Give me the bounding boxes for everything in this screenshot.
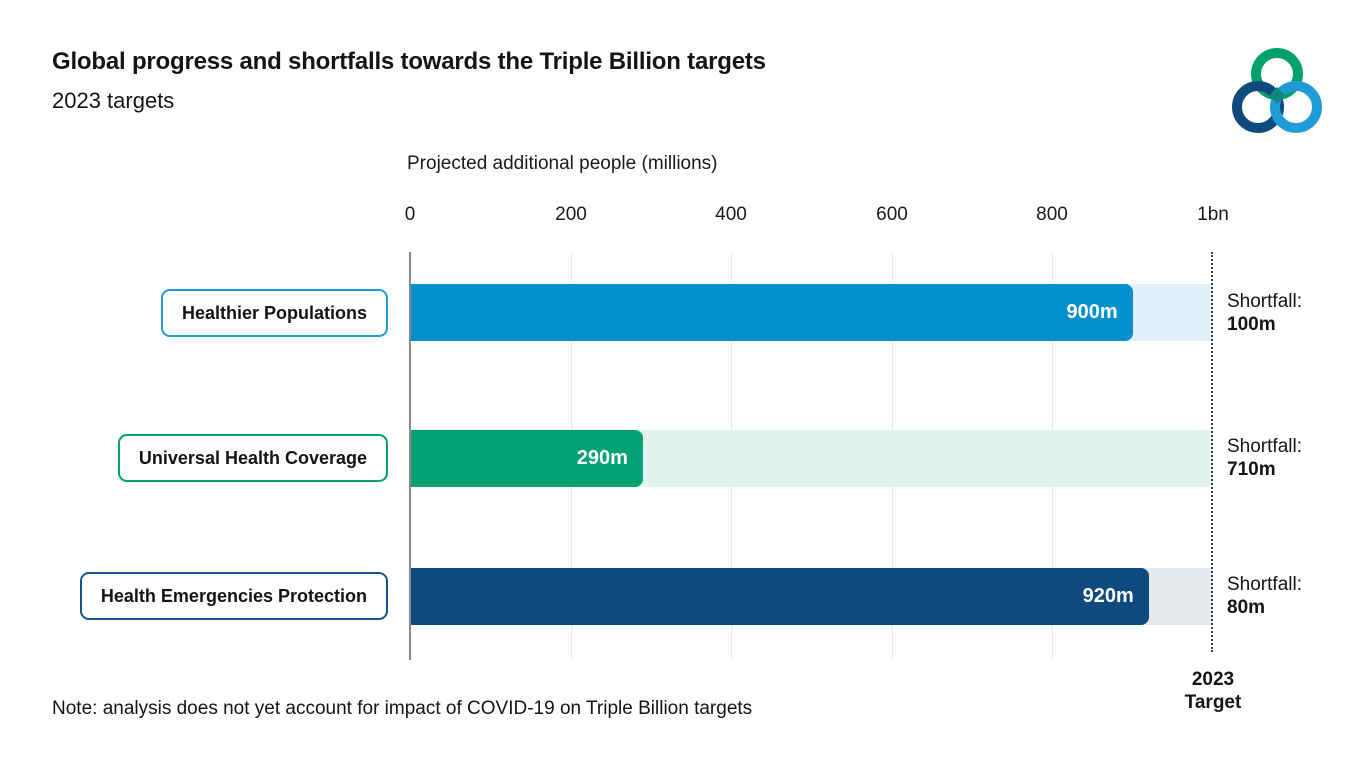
shortfall-value: 710m — [1227, 459, 1276, 480]
bar-fill: 900m — [410, 284, 1133, 341]
target-line-2023 — [1211, 252, 1213, 652]
x-tick-400: 400 — [715, 204, 747, 225]
category-label-universal-health-coverage: Universal Health Coverage — [117, 434, 388, 482]
target-label-year: 2023 — [1191, 669, 1235, 690]
target-line-label: 2023 Target — [1185, 668, 1242, 714]
category-label-text: Health Emergencies Protection — [100, 585, 367, 606]
bar-row-health-emergencies-protection: 920m — [410, 568, 1213, 625]
shortfall-annotation-universal-health-coverage: Shortfall: 710m — [1227, 435, 1302, 481]
category-label-healthier-populations: Healthier Populations — [160, 289, 388, 337]
footnote: Note: analysis does not yet account for … — [52, 698, 753, 719]
shortfall-value: 100m — [1227, 314, 1276, 335]
plot-area: 900m 290m 920m — [409, 252, 1213, 660]
triple-billion-logo-icon — [1232, 48, 1322, 133]
x-tick-1bn: 1bn — [1197, 204, 1229, 225]
shortfall-title: Shortfall: — [1227, 574, 1302, 595]
bar-row-universal-health-coverage: 290m — [410, 430, 1213, 487]
category-label-text: Healthier Populations — [181, 302, 367, 323]
x-tick-200: 200 — [555, 204, 587, 225]
shortfall-title: Shortfall: — [1227, 291, 1302, 312]
bar-value-label: 290m — [576, 447, 628, 469]
category-label-health-emergencies-protection: Health Emergencies Protection — [79, 572, 388, 620]
shortfall-annotation-health-emergencies-protection: Shortfall: 80m — [1227, 573, 1302, 619]
bar-value-label: 900m — [1066, 301, 1118, 323]
x-tick-0: 0 — [404, 204, 416, 225]
x-tick-800: 800 — [1036, 204, 1068, 225]
y-axis-line — [409, 252, 411, 660]
bar-row-healthier-populations: 900m — [410, 284, 1213, 341]
bar-fill: 920m — [410, 568, 1149, 625]
x-tick-600: 600 — [876, 204, 908, 225]
page-subtitle: 2023 targets — [52, 88, 175, 113]
target-label-word: Target — [1184, 692, 1242, 713]
x-axis-title: Projected additional people (millions) — [407, 153, 718, 174]
bar-value-label: 920m — [1082, 585, 1134, 607]
shortfall-title: Shortfall: — [1227, 436, 1302, 457]
category-label-text: Universal Health Coverage — [138, 447, 367, 468]
page-title: Global progress and shortfalls towards t… — [52, 48, 766, 75]
bar-fill: 290m — [410, 430, 643, 487]
shortfall-value: 80m — [1227, 597, 1266, 618]
shortfall-annotation-healthier-populations: Shortfall: 100m — [1227, 290, 1302, 336]
